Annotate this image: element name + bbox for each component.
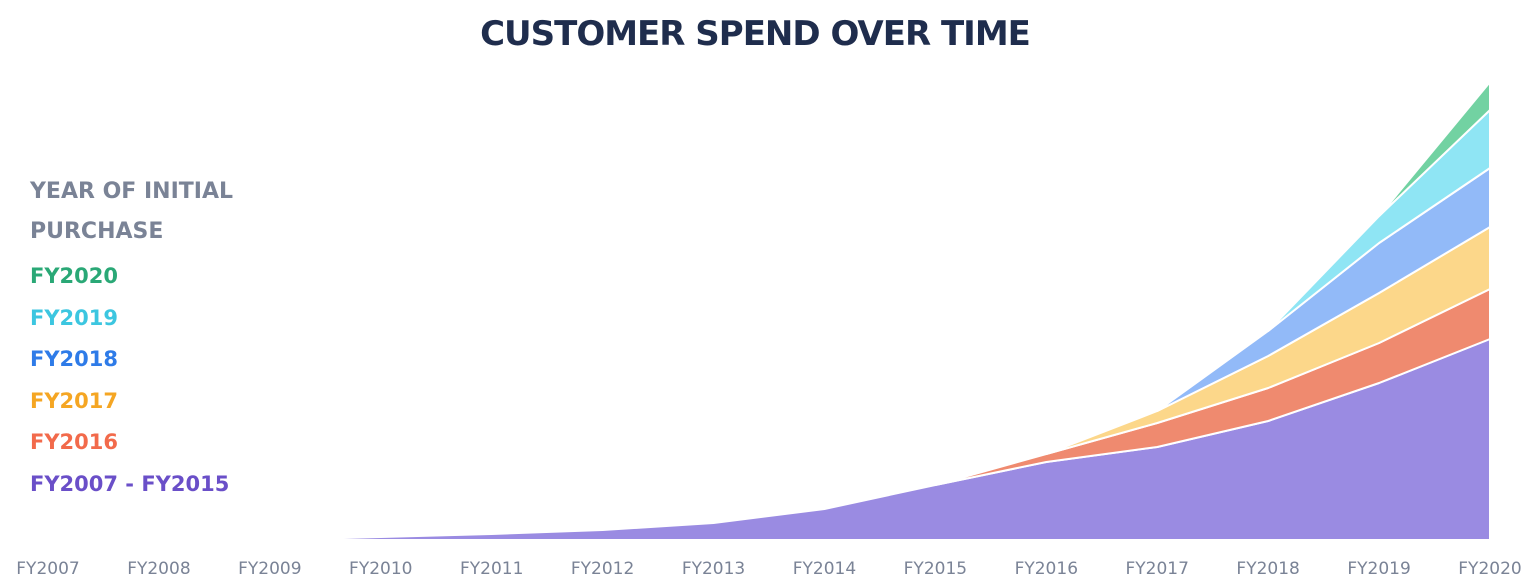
x-tick-label: FY2017 bbox=[1126, 559, 1189, 579]
legend: YEAR OF INITIAL PURCHASE FY2020 FY2019 FY2… bbox=[30, 172, 300, 505]
legend-entry: FY2018 bbox=[30, 347, 118, 371]
legend-entry: FY2016 bbox=[30, 430, 118, 454]
legend-entry: FY2017 bbox=[30, 388, 118, 413]
x-tick-label: FY2008 bbox=[127, 559, 190, 579]
x-tick-label: FY2007 bbox=[16, 559, 79, 579]
x-tick-label: FY2012 bbox=[571, 559, 634, 579]
x-tick-label: FY2013 bbox=[682, 559, 745, 579]
legend-title: YEAR OF INITIAL PURCHASE bbox=[30, 179, 233, 244]
area bbox=[268, 338, 1491, 541]
legend-entry: FY2007 - FY2015 bbox=[30, 471, 230, 496]
x-tick-label: FY2019 bbox=[1347, 559, 1410, 579]
legend-entry: FY2019 bbox=[30, 305, 118, 330]
x-tick-label: FY2015 bbox=[904, 559, 967, 579]
x-tick-label: FY2014 bbox=[793, 559, 856, 579]
x-tick-label: FY2020 bbox=[1458, 559, 1521, 579]
area bbox=[1378, 81, 1491, 217]
x-tick-label: FY2016 bbox=[1015, 559, 1078, 579]
chart-title: CUSTOMER SPEND OVER TIME bbox=[480, 14, 1031, 54]
area bbox=[1267, 109, 1491, 332]
legend-entry: FY2020 bbox=[30, 264, 118, 288]
x-tick-label: FY2009 bbox=[238, 559, 301, 579]
x-tick-label: FY2011 bbox=[460, 559, 523, 579]
x-tick-label: FY2010 bbox=[349, 559, 412, 579]
x-tick-label: FY2018 bbox=[1236, 559, 1299, 579]
